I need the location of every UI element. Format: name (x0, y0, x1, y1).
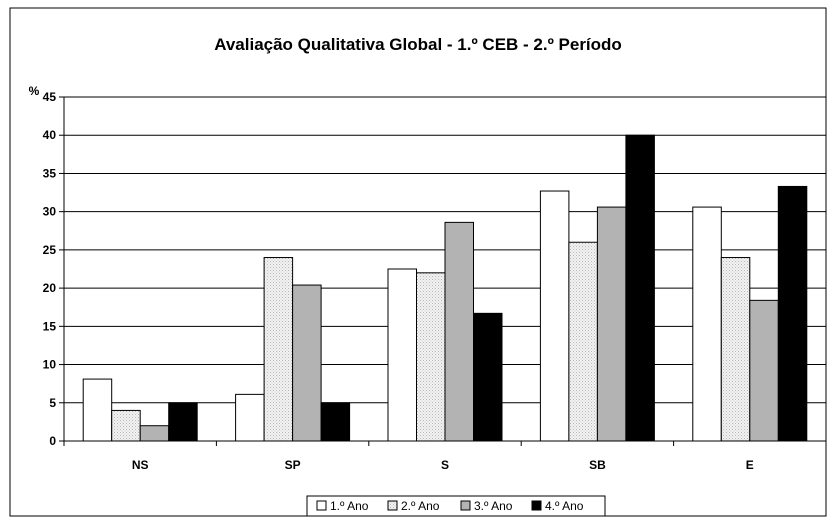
bar-sb-series-2 (568, 241, 598, 442)
x-tick-labels: NS SP S SB E (132, 458, 754, 472)
legend-label: 2.º Ano (401, 499, 440, 513)
chart-title: Avaliação Qualitativa Global - 1.º CEB -… (214, 35, 622, 54)
legend-swatch (316, 500, 327, 511)
y-tick-label: 0 (49, 434, 56, 448)
bar-ns-series-1 (82, 378, 113, 442)
bar-e-series-3 (749, 299, 779, 442)
bar-ns-series-4 (168, 402, 198, 442)
bar-sp-series-3 (292, 284, 322, 442)
legend-label: 4.º Ano (545, 499, 584, 513)
bar-sb-series-4 (625, 134, 655, 442)
y-tick-label: 25 (43, 243, 57, 257)
y-tick-label: 40 (43, 128, 57, 142)
x-tick-label: SP (285, 458, 301, 472)
bar-sb-series-3 (596, 206, 627, 442)
legend-label: 1.º Ano (330, 499, 369, 513)
bar-s-series-4 (473, 312, 503, 442)
y-tick-label: 5 (49, 396, 56, 410)
legend-label: 3.º Ano (474, 499, 513, 513)
bar-ns-series-3 (139, 425, 170, 442)
x-tick-label: NS (132, 458, 149, 472)
y-tick-label: 30 (43, 205, 57, 219)
x-tick-label: E (746, 458, 754, 472)
legend-swatch (460, 500, 471, 511)
bar-sp-series-1 (235, 393, 265, 442)
y-tick-label: 10 (43, 358, 57, 372)
x-tick-label: SB (589, 458, 606, 472)
x-tick-label: S (441, 458, 449, 472)
bar-sb-series-1 (539, 190, 570, 442)
legend-swatch (531, 500, 542, 511)
bar-s-series-2 (416, 272, 446, 442)
y-axis-label: % (29, 84, 40, 98)
y-tick-labels: 0 5 10 15 20 25 30 35 40 45 (43, 90, 57, 448)
axes (59, 96, 827, 446)
legend: 1.º Ano 2.º Ano 3.º Ano 4.º Ano (306, 495, 606, 517)
y-tick-label: 35 (43, 166, 57, 180)
legend-box (306, 495, 606, 517)
bar-e-series-2 (720, 257, 751, 442)
legend-swatch (387, 500, 398, 511)
bar-s-series-1 (387, 268, 417, 442)
y-tick-label: 45 (43, 90, 57, 104)
bar-sp-series-2 (263, 257, 294, 442)
legend-items: 1.º Ano 2.º Ano 3.º Ano 4.º Ano (316, 499, 584, 513)
y-tick-label: 15 (43, 319, 57, 333)
bar-s-series-3 (444, 221, 474, 442)
bar-ns-series-2 (111, 409, 141, 442)
bar-e-series-4 (777, 185, 808, 442)
bars (82, 134, 808, 442)
y-tick-label: 20 (43, 281, 57, 295)
bar-e-series-1 (692, 206, 722, 442)
bar-sp-series-4 (320, 402, 351, 442)
